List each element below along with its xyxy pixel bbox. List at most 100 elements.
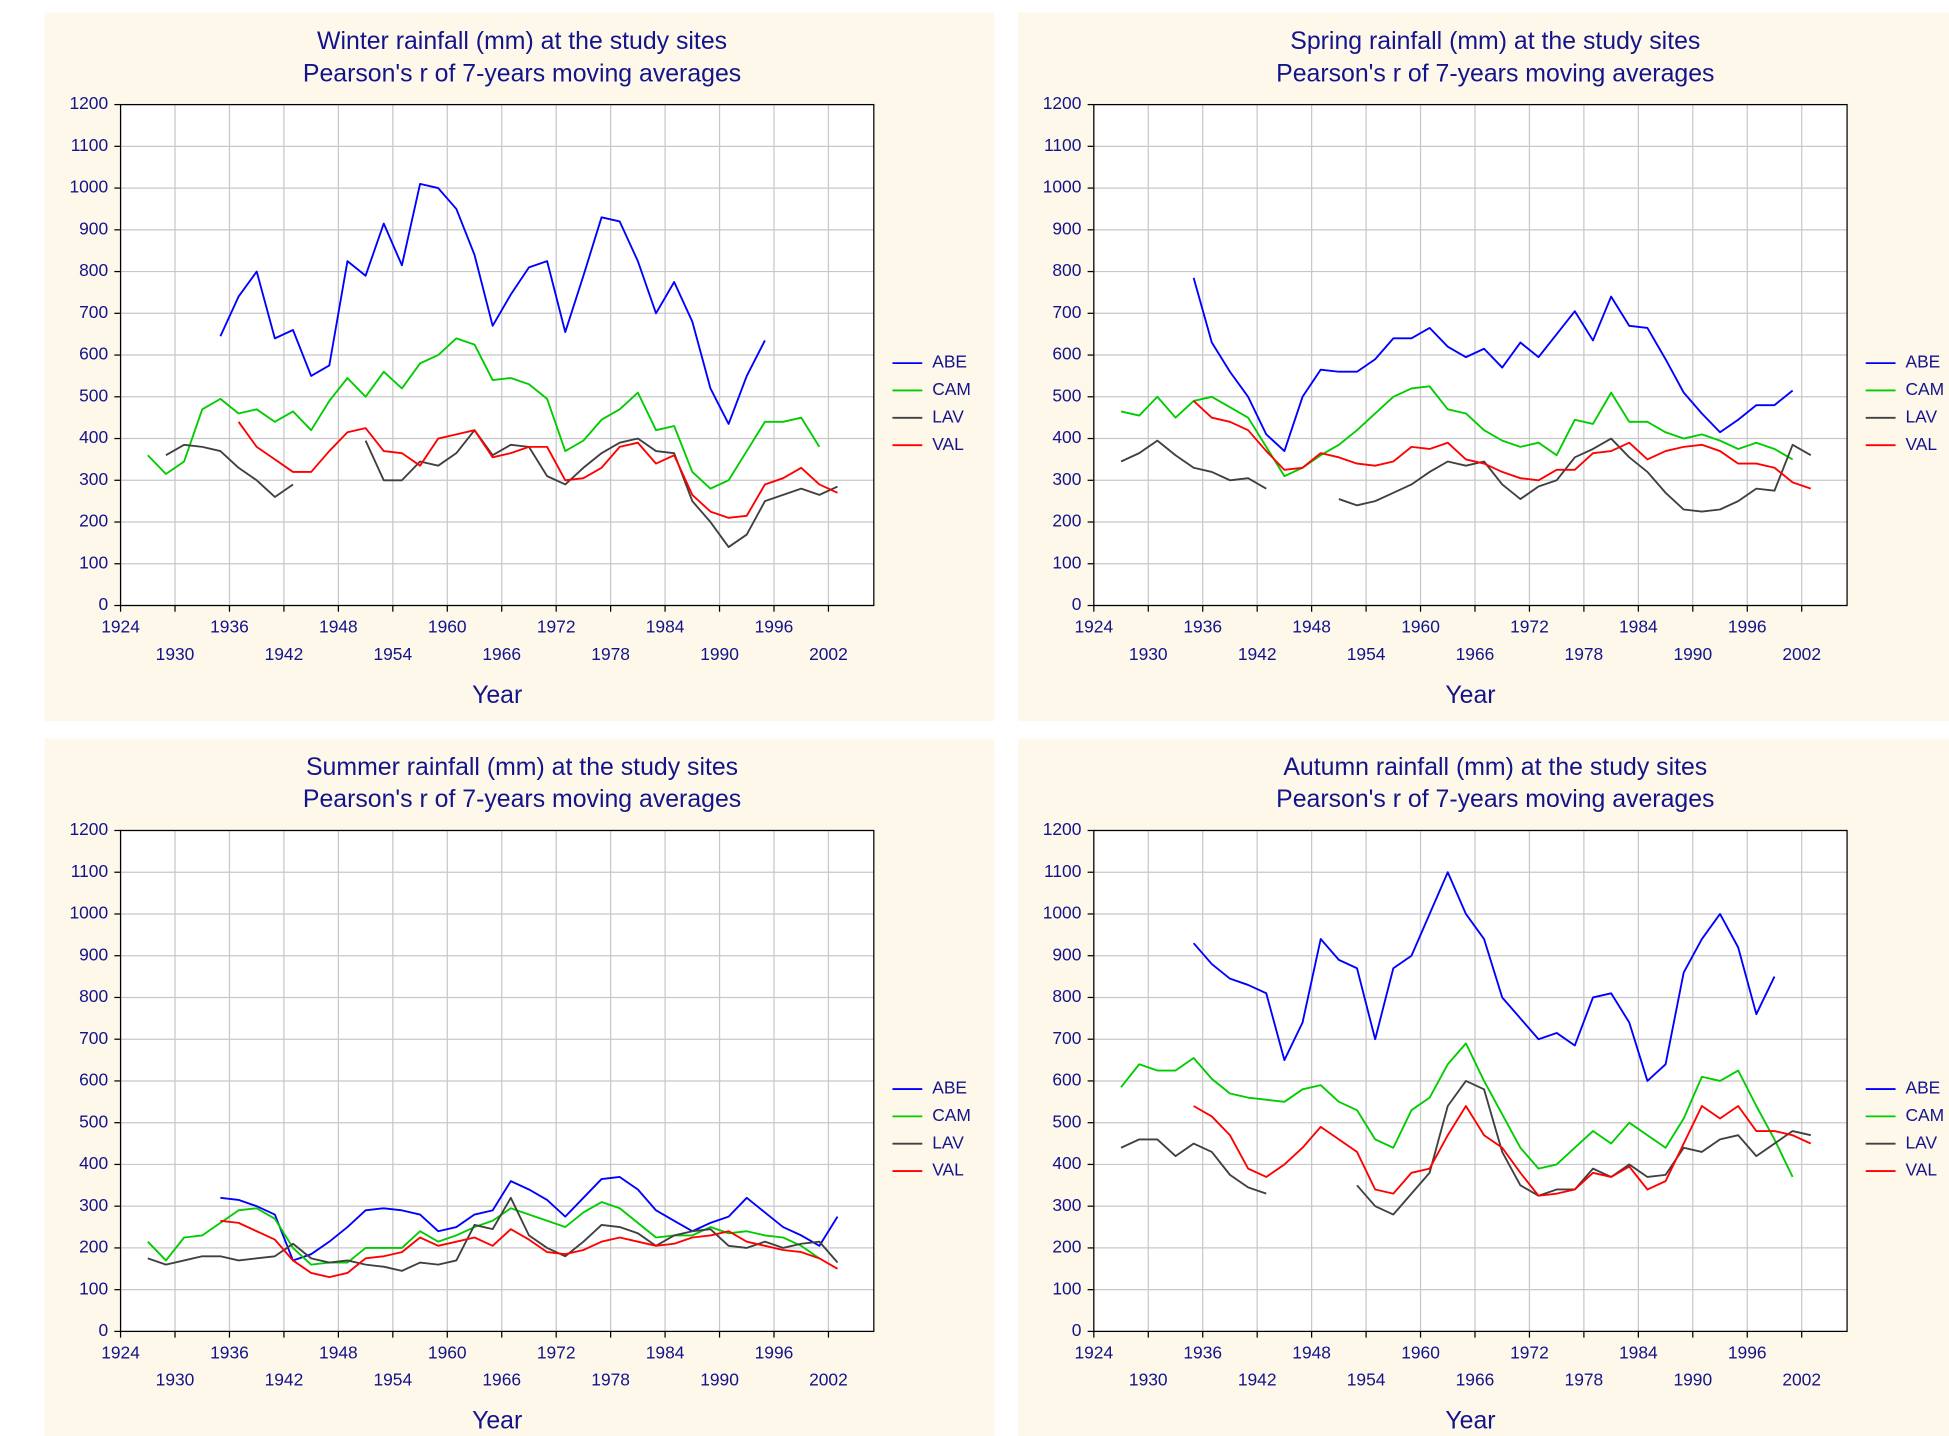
y-tick-label: 1200 <box>69 819 108 839</box>
x-tick-label: 1996 <box>1728 616 1767 636</box>
y-tick-label: 900 <box>79 944 108 964</box>
x-tick-label: 1996 <box>755 616 794 636</box>
x-tick-label: 1942 <box>265 644 304 664</box>
legend-label: VAL <box>932 1160 964 1180</box>
x-tick-label: 1996 <box>755 1342 794 1362</box>
x-tick-label: 2002 <box>809 1370 848 1390</box>
series-line <box>147 1201 820 1266</box>
y-tick-label: 500 <box>79 385 108 405</box>
y-tick-label: 900 <box>1052 218 1081 238</box>
legend-label: CAM <box>1905 1105 1944 1125</box>
y-tick-label: 200 <box>79 511 108 531</box>
chart-title: Winter rainfall (mm) at the study sites <box>317 28 727 55</box>
legend-label: ABE <box>1905 352 1940 372</box>
legend-label: ABE <box>932 352 967 372</box>
x-tick-label: 1984 <box>1619 1342 1658 1362</box>
x-tick-label: 1948 <box>319 1342 358 1362</box>
legend-label: VAL <box>1905 1160 1937 1180</box>
x-tick-label: 1936 <box>210 1342 249 1362</box>
y-tick-label: 1200 <box>1043 819 1082 839</box>
legend-label: VAL <box>1905 434 1937 454</box>
y-tick-label: 1100 <box>71 135 108 155</box>
x-tick-label: 1978 <box>591 644 630 664</box>
chart-subtitle: Pearson's r of 7-years moving averages <box>1276 786 1714 813</box>
y-tick-label: 700 <box>79 302 108 322</box>
x-tick-label: 1942 <box>265 1370 304 1390</box>
y-tick-label: 800 <box>1052 986 1081 1006</box>
x-tick-label: 1930 <box>1129 1370 1168 1390</box>
legend-label: LAV <box>1905 406 1937 426</box>
legend-label: CAM <box>1905 379 1944 399</box>
y-tick-label: 1100 <box>71 861 108 881</box>
y-tick-label: 1000 <box>1043 903 1082 923</box>
x-tick-label: 1948 <box>1292 616 1331 636</box>
y-tick-label: 800 <box>1052 260 1081 280</box>
y-tick-label: 200 <box>1052 1237 1081 1257</box>
y-tick-label: 1100 <box>1044 861 1081 881</box>
x-tick-label: 1978 <box>591 1370 630 1390</box>
y-tick-label: 300 <box>79 1195 108 1215</box>
x-tick-label: 1954 <box>373 644 412 664</box>
y-tick-label: 0 <box>1072 594 1082 614</box>
x-tick-label: 1966 <box>482 644 521 664</box>
x-tick-label: 1966 <box>1456 644 1495 664</box>
x-tick-label: 1936 <box>210 616 249 636</box>
y-tick-label: 100 <box>1052 1278 1081 1298</box>
series-line <box>147 337 821 490</box>
y-tick-label: 800 <box>79 260 108 280</box>
plot-frame <box>1093 103 1848 607</box>
series-line <box>1193 1105 1812 1197</box>
series-line <box>1192 871 1776 1082</box>
x-axis-title: Year <box>1445 682 1495 709</box>
series-line <box>147 1196 839 1272</box>
y-tick-label: 700 <box>1052 302 1081 322</box>
x-tick-label: 1972 <box>537 1342 576 1362</box>
x-tick-label: 2002 <box>1782 644 1821 664</box>
x-tick-label: 1960 <box>1401 616 1440 636</box>
x-axis-title: Year <box>472 682 522 709</box>
chart-panel: Spring rainfall (mm) at the study sites P… <box>1018 12 1949 722</box>
x-axis-title: Year <box>472 1408 522 1435</box>
y-tick-label: 1000 <box>1043 177 1082 197</box>
y-tick-label: 400 <box>1052 1153 1081 1173</box>
y-tick-label: 400 <box>1052 427 1081 447</box>
y-tick-label: 1100 <box>1044 135 1081 155</box>
legend-label: LAV <box>1905 1132 1937 1152</box>
x-tick-label: 1990 <box>700 644 739 664</box>
chart-title: Autumn rainfall (mm) at the study sites <box>1283 754 1707 781</box>
x-tick-label: 1948 <box>1292 1342 1331 1362</box>
x-tick-label: 1924 <box>1074 616 1113 636</box>
legend-label: ABE <box>1905 1078 1940 1098</box>
plot-frame <box>1093 829 1848 1333</box>
series-line <box>1192 277 1794 452</box>
x-axis-title: Year <box>1445 1408 1495 1435</box>
y-tick-label: 500 <box>79 1111 108 1131</box>
x-tick-label: 1984 <box>646 1342 685 1362</box>
chart-subtitle: Pearson's r of 7-years moving averages <box>1276 60 1714 87</box>
x-tick-label: 1972 <box>1510 616 1549 636</box>
y-tick-label: 1000 <box>69 177 108 197</box>
x-tick-label: 1984 <box>1619 616 1658 636</box>
x-tick-label: 2002 <box>809 644 848 664</box>
x-tick-label: 1960 <box>1401 1342 1440 1362</box>
y-tick-label: 100 <box>79 1278 108 1298</box>
y-tick-label: 100 <box>1052 552 1081 572</box>
x-tick-label: 1966 <box>1456 1370 1495 1390</box>
y-tick-label: 100 <box>79 552 108 572</box>
legend-label: VAL <box>932 434 964 454</box>
y-tick-label: 700 <box>1052 1028 1081 1048</box>
y-tick-label: 400 <box>79 427 108 447</box>
y-tick-label: 700 <box>79 1028 108 1048</box>
legend-label: LAV <box>932 406 964 426</box>
x-tick-label: 1936 <box>1183 616 1222 636</box>
y-tick-label: 600 <box>1052 1070 1081 1090</box>
x-tick-label: 1936 <box>1183 1342 1222 1362</box>
y-tick-label: 500 <box>1052 385 1081 405</box>
y-tick-label: 600 <box>1052 344 1081 364</box>
series-line <box>220 1176 839 1262</box>
chart-panel: Autumn rainfall (mm) at the study sites P… <box>1018 738 1949 1436</box>
x-tick-label: 1960 <box>428 616 467 636</box>
x-tick-label: 1978 <box>1565 644 1604 664</box>
